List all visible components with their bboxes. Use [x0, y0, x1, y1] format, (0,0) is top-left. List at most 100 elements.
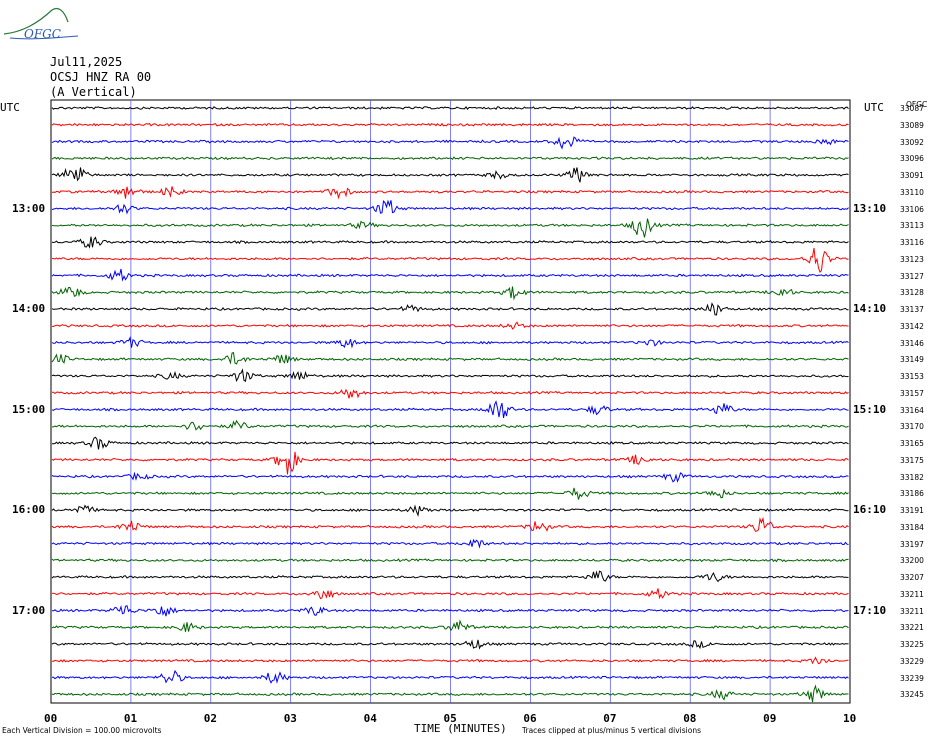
left-time-label: 13:00	[12, 201, 46, 215]
seismic-trace-row-17	[52, 388, 849, 399]
left-time-label: 14:00	[12, 302, 46, 315]
left-axis-title: UTC	[0, 101, 20, 114]
right-time-label: 14:10	[853, 302, 887, 315]
right-row-value: 33164	[900, 405, 924, 415]
seismic-trace-row-16	[51, 368, 849, 383]
seismic-trace-row-26	[51, 538, 849, 549]
right-row-value: 33128	[900, 288, 924, 298]
x-tick-label: 04	[363, 712, 377, 725]
seismic-trace-row-23	[51, 487, 849, 500]
x-tick-label: 09	[763, 712, 777, 725]
seismic-trace-row-14	[51, 336, 849, 349]
seismic-trace-row-11	[51, 286, 849, 301]
seismic-trace-row-29	[51, 588, 849, 600]
seismic-trace-row-24	[51, 504, 849, 517]
seismic-trace-row-18	[51, 400, 849, 419]
date-label: Jul11,2025	[50, 55, 123, 69]
x-tick-label: 01	[123, 712, 138, 725]
right-row-value: 33092	[900, 137, 924, 147]
seismic-trace-row-27	[51, 558, 849, 563]
seismic-trace-row-8	[51, 236, 849, 249]
left-time-label: 17:00	[12, 603, 46, 617]
seismic-trace-row-31	[51, 619, 849, 632]
seismic-trace-row-10	[51, 268, 849, 282]
x-tick-label: 00	[44, 712, 58, 725]
right-row-value: 33175	[900, 455, 924, 465]
right-row-value: 33123	[900, 254, 924, 264]
right-row-value: 33186	[900, 489, 924, 499]
seismic-trace-row-0	[51, 106, 849, 111]
seismic-trace-row-22	[51, 471, 849, 483]
right-row-value: 33170	[900, 422, 924, 432]
right-row-value: 33106	[900, 204, 924, 214]
seismic-trace-row-1	[51, 122, 849, 127]
right-row-value: 33157	[900, 388, 924, 398]
seismic-trace-row-34	[51, 669, 849, 684]
seismic-trace-row-4	[51, 167, 849, 183]
right-time-label: 13:10	[853, 201, 887, 215]
right-time-label: 17:10	[853, 603, 887, 617]
footer-scale-note: Each Vertical Division = 100.00 microvol…	[2, 726, 162, 735]
left-time-label: 15:00	[12, 402, 46, 416]
right-row-value: 33146	[900, 338, 924, 348]
component-label: (A Vertical)	[50, 85, 137, 99]
seismic-trace-row-28	[51, 570, 849, 583]
seismic-trace-row-5	[51, 186, 849, 200]
right-row-value: 33096	[900, 154, 924, 164]
right-row-value: 33245	[900, 690, 924, 700]
right-row-value: 33113	[900, 221, 924, 231]
x-tick-label: 07	[603, 712, 617, 725]
right-row-value: 33116	[900, 238, 924, 247]
seismic-trace-row-20	[52, 436, 849, 450]
right-row-value: 33200	[900, 556, 924, 566]
seismic-trace-row-33	[51, 656, 849, 665]
right-row-value: 33165	[900, 439, 924, 448]
right-axis-header: OFGC	[906, 100, 928, 109]
right-row-value: 33221	[900, 623, 924, 633]
right-row-value: 33191	[900, 506, 924, 515]
right-row-value: 33182	[900, 472, 924, 482]
x-axis-title: TIME (MINUTES)	[414, 722, 507, 735]
left-time-label: 16:00	[12, 503, 46, 516]
right-row-value: 33089	[900, 120, 924, 130]
x-tick-label: 10	[843, 712, 857, 725]
right-row-value: 33211	[900, 589, 924, 599]
seismic-trace-row-3	[51, 156, 849, 161]
right-row-value: 33229	[900, 656, 924, 666]
right-row-value: 33225	[900, 640, 924, 649]
logo-text: OFGC	[24, 27, 61, 41]
x-tick-label: 08	[683, 712, 697, 725]
right-row-value: 33127	[900, 271, 924, 281]
right-row-value: 33207	[900, 573, 924, 582]
right-row-value: 33142	[900, 321, 924, 331]
right-row-value: 33153	[900, 372, 924, 381]
right-time-label: 16:10	[853, 503, 887, 516]
x-tick-label: 05	[443, 712, 457, 725]
seismic-trace-row-19	[52, 419, 849, 431]
seismic-trace-row-6	[51, 199, 849, 215]
seismic-trace-row-13	[51, 321, 849, 330]
seismic-trace-row-25	[51, 516, 849, 532]
right-row-value: 33184	[900, 522, 924, 532]
right-row-value: 33197	[900, 539, 924, 549]
x-tick-label: 03	[283, 712, 297, 725]
seismic-trace-row-15	[51, 351, 849, 365]
right-row-value: 33137	[900, 305, 924, 314]
seismic-trace-row-2	[51, 136, 849, 150]
right-row-value: 33239	[900, 673, 924, 683]
x-tick-label: 06	[523, 712, 537, 725]
x-tick-label: 02	[203, 712, 218, 725]
seismic-trace-row-35	[51, 684, 849, 703]
right-time-label: 15:10	[853, 402, 887, 416]
seismic-trace-row-7	[51, 218, 849, 238]
station-label: OCSJ HNZ RA 00	[50, 70, 152, 84]
right-row-value: 33091	[900, 171, 924, 180]
seismic-trace-row-30	[51, 604, 849, 617]
seismic-trace-row-32	[51, 639, 849, 650]
ofgc-logo: OFGC	[3, 7, 79, 41]
right-axis-title: UTC	[864, 101, 884, 114]
footer-clip-note: Traces clipped at plus/minus 5 vertical …	[522, 726, 702, 735]
right-row-value: 33211	[900, 606, 924, 616]
right-row-value: 33110	[900, 187, 924, 197]
